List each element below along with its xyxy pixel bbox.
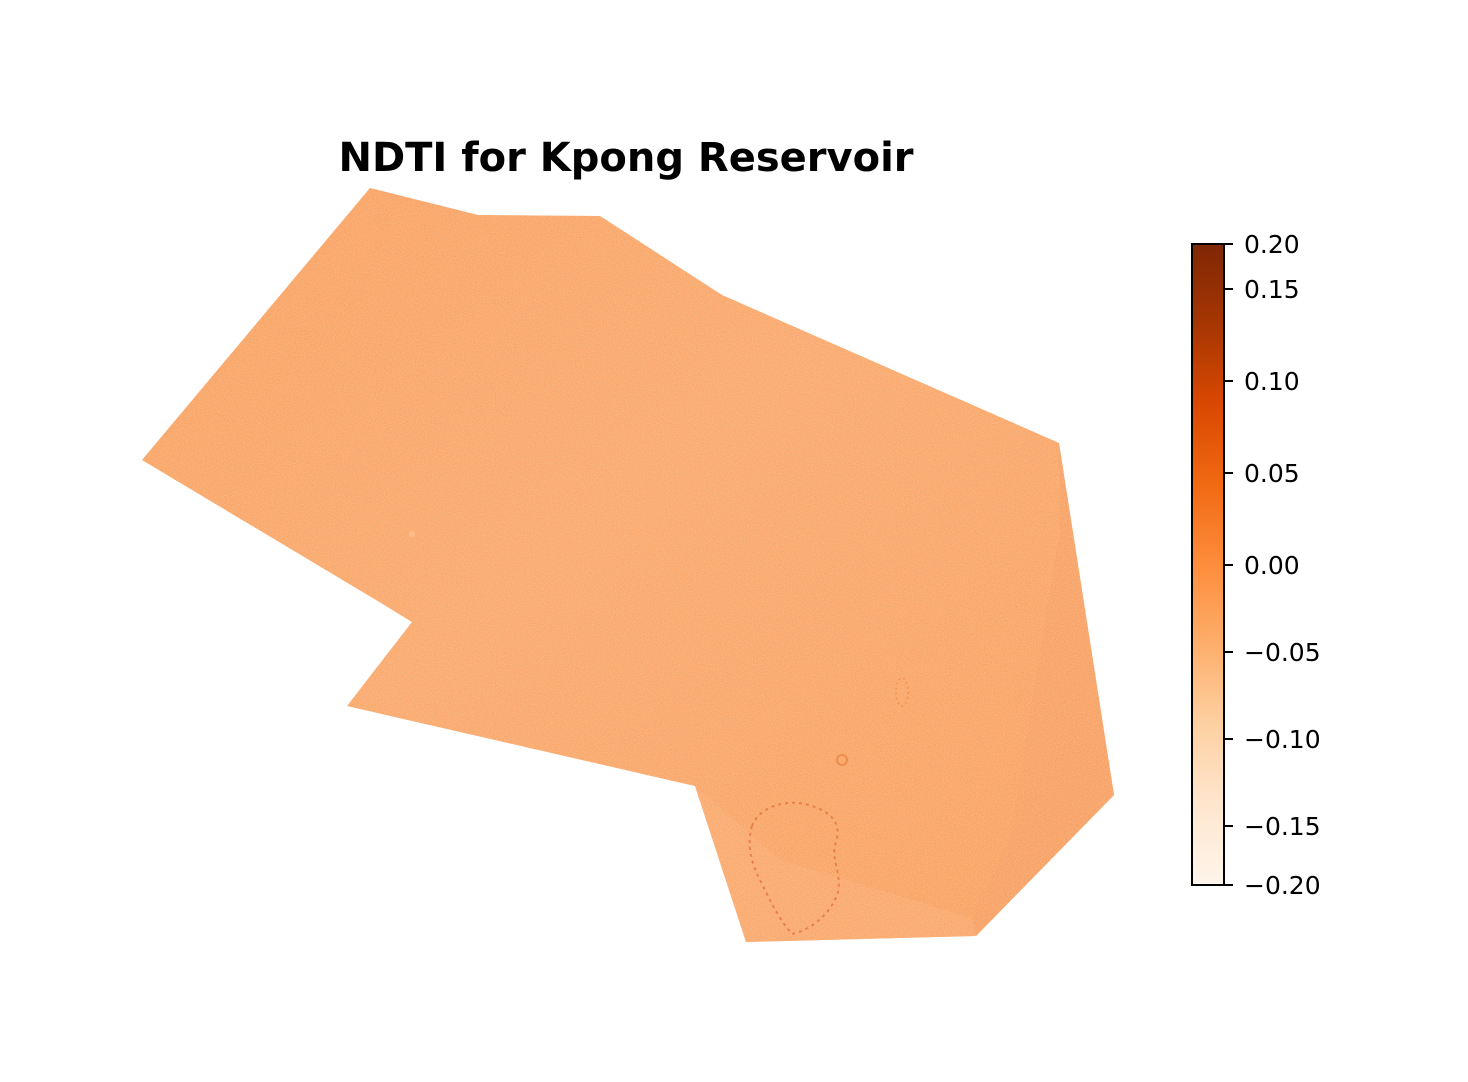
colorbar-tick-label: −0.10 — [1244, 725, 1321, 754]
colorbar-gradient — [1192, 244, 1224, 885]
feature-cluster-south — [748, 801, 840, 936]
turbid-feature-patch — [409, 531, 909, 936]
map-title: NDTI for Kpong Reservoir — [338, 135, 913, 181]
colorbar-tick-label: 0.05 — [1244, 459, 1300, 488]
colorbar-tick-label: −0.15 — [1244, 812, 1321, 841]
colorbar-tick-label: 0.10 — [1244, 367, 1300, 396]
colorbar-tick-label: 0.20 — [1244, 230, 1300, 259]
colorbar-tick-label: 0.00 — [1244, 551, 1300, 580]
colorbar-tick-label: −0.20 — [1244, 871, 1321, 900]
raster-grain — [142, 188, 1114, 942]
colorbar-tick-label: −0.05 — [1244, 638, 1321, 667]
colorbar-tick-label: 0.15 — [1244, 275, 1300, 304]
ndti-raster — [142, 188, 1114, 942]
colorbar: 0.20 0.15 0.10 0.05 0.00 −0.05 −0.10 −0.15 −0.20 — [1191, 230, 1321, 900]
